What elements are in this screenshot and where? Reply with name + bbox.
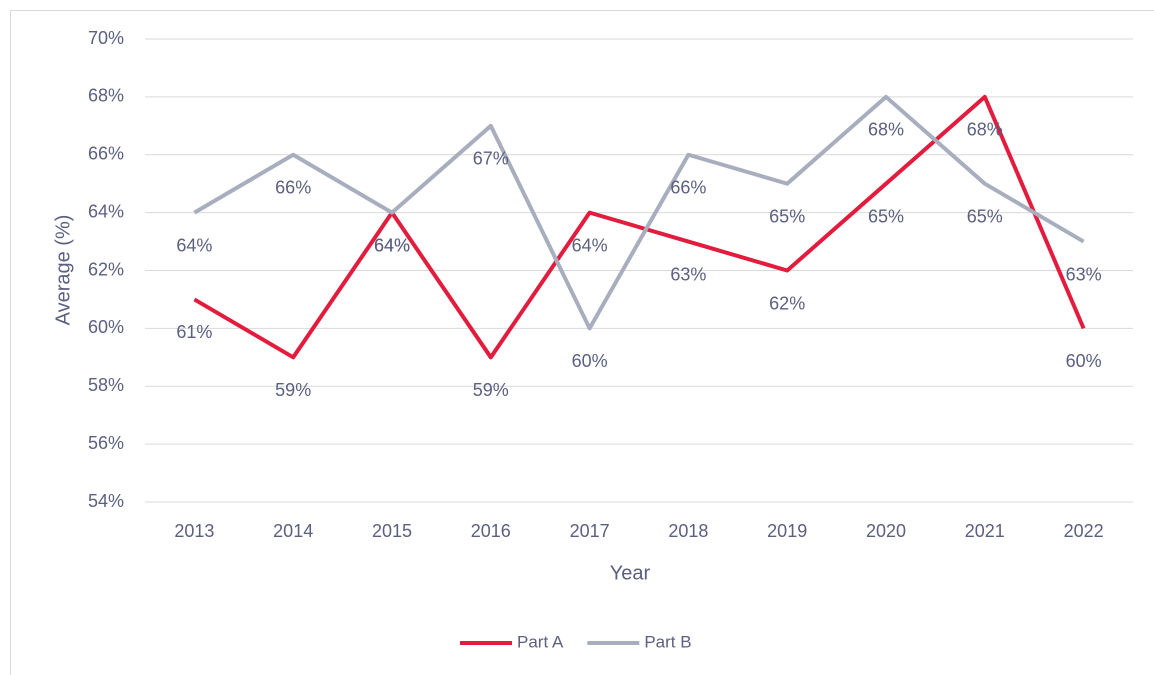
x-tick-label: 2019	[767, 521, 807, 541]
y-tick-label: 66%	[88, 144, 124, 164]
data-label: 68%	[967, 120, 1003, 140]
data-label: 66%	[275, 178, 311, 198]
data-label: 61%	[176, 322, 212, 342]
y-tick-label: 58%	[88, 375, 124, 395]
x-tick-label: 2018	[668, 521, 708, 541]
x-tick-label: 2013	[174, 521, 214, 541]
data-label: 65%	[967, 206, 1003, 226]
data-label: 63%	[1066, 264, 1102, 284]
data-label: 60%	[572, 351, 608, 371]
y-tick-label: 60%	[88, 317, 124, 337]
y-tick-label: 64%	[88, 201, 124, 221]
data-label: 64%	[572, 235, 608, 255]
y-tick-label: 54%	[88, 491, 124, 511]
x-tick-label: 2021	[965, 521, 1005, 541]
x-tick-label: 2022	[1064, 521, 1104, 541]
data-label: 64%	[374, 235, 410, 255]
data-label: 63%	[670, 264, 706, 284]
y-axis-title: Average (%)	[52, 215, 74, 326]
data-label: 59%	[473, 380, 509, 400]
x-axis-title: Year	[610, 562, 651, 584]
series-line	[193, 94, 1086, 360]
data-label: 60%	[1066, 351, 1102, 371]
y-tick-label: 70%	[88, 28, 124, 48]
x-tick-label: 2016	[471, 521, 511, 541]
x-tick-label: 2017	[570, 521, 610, 541]
data-label: 66%	[670, 178, 706, 198]
chart-border	[10, 10, 1154, 675]
data-label: 59%	[275, 380, 311, 400]
legend-label: Part B	[644, 632, 691, 651]
data-label: 64%	[176, 235, 212, 255]
data-label: 65%	[868, 206, 904, 226]
data-label: 65%	[769, 206, 805, 226]
x-tick-label: 2020	[866, 521, 906, 541]
data-label: 68%	[868, 120, 904, 140]
data-label: 64%	[374, 235, 410, 255]
legend-label: Part A	[517, 632, 564, 651]
y-tick-label: 56%	[88, 433, 124, 453]
x-tick-label: 2014	[273, 521, 313, 541]
y-tick-label: 62%	[88, 259, 124, 279]
x-tick-label: 2015	[372, 521, 412, 541]
y-tick-label: 68%	[88, 86, 124, 106]
series-line	[193, 94, 1085, 331]
data-label: 67%	[473, 149, 509, 169]
data-label: 62%	[769, 293, 805, 313]
